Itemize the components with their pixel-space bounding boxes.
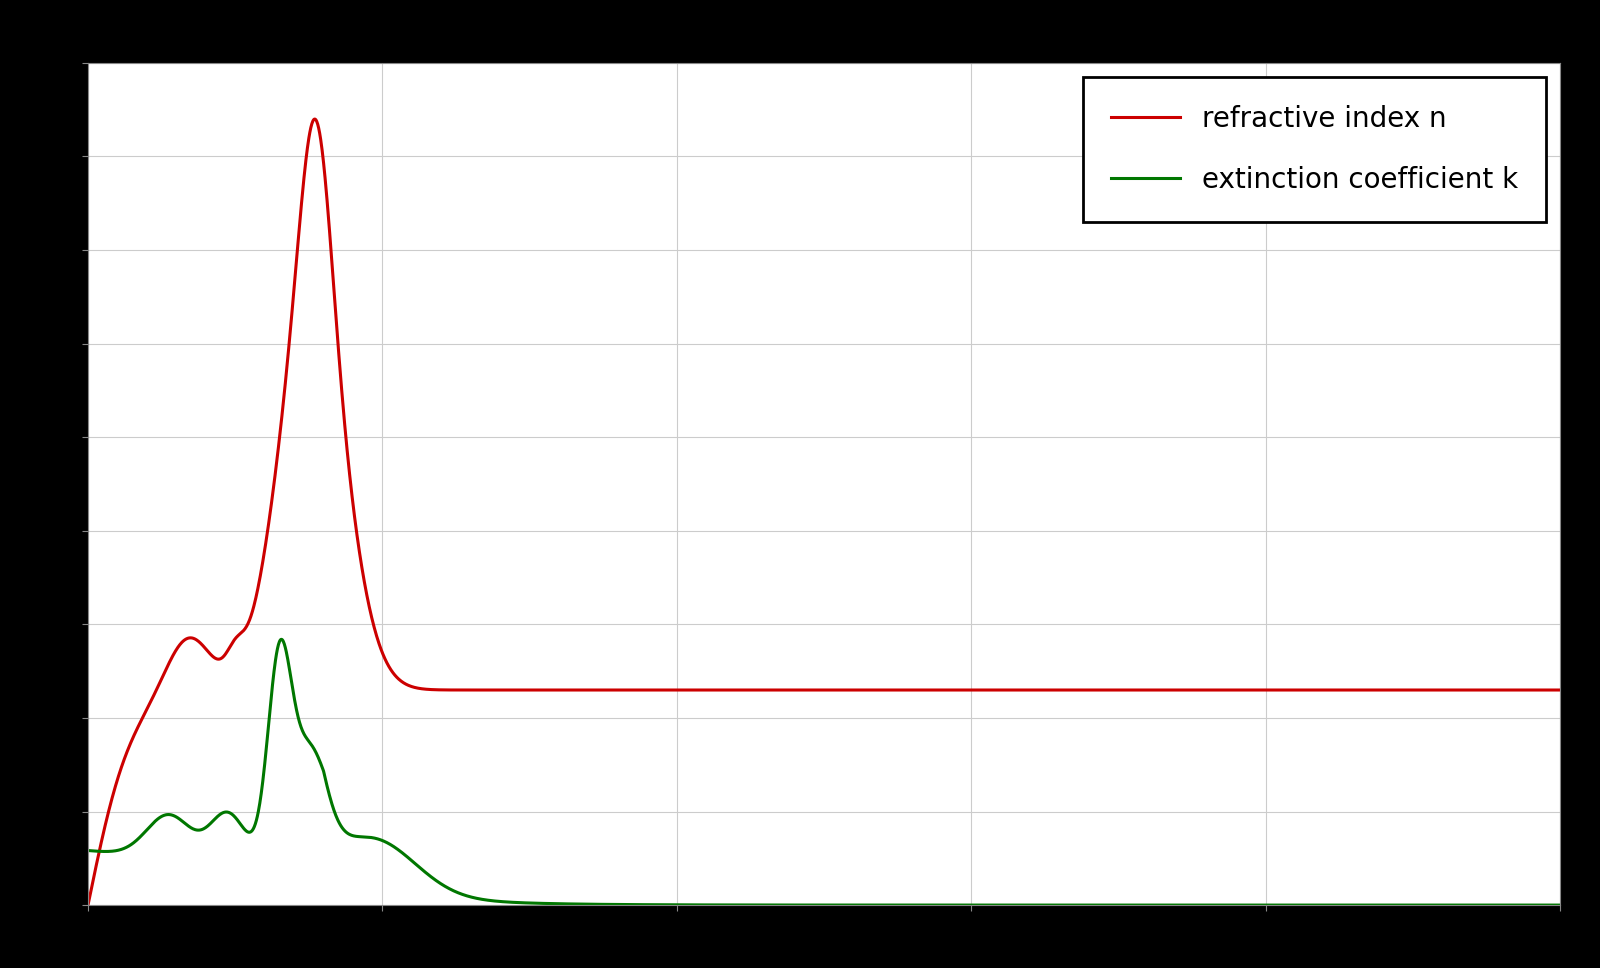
extinction coefficient k [643, 899, 662, 911]
Line: extinction coefficient k: extinction coefficient k [88, 639, 1560, 905]
extinction coefficient k [707, 899, 726, 911]
extinction coefficient k [78, 845, 98, 857]
refractive index n [334, 408, 354, 419]
refractive index n [78, 899, 98, 911]
extinction coefficient k [272, 633, 291, 645]
Line: refractive index n: refractive index n [88, 119, 1560, 905]
extinction coefficient k [1363, 899, 1382, 911]
extinction coefficient k [334, 824, 354, 835]
refractive index n [306, 113, 325, 125]
refractive index n [1522, 684, 1541, 696]
refractive index n [707, 684, 726, 696]
extinction coefficient k [1550, 899, 1570, 911]
refractive index n [1550, 684, 1570, 696]
extinction coefficient k [1522, 899, 1541, 911]
refractive index n [643, 684, 662, 696]
refractive index n [1363, 684, 1382, 696]
refractive index n [246, 592, 266, 604]
Legend: refractive index n, extinction coefficient k: refractive index n, extinction coefficie… [1083, 76, 1546, 222]
extinction coefficient k [246, 816, 266, 828]
